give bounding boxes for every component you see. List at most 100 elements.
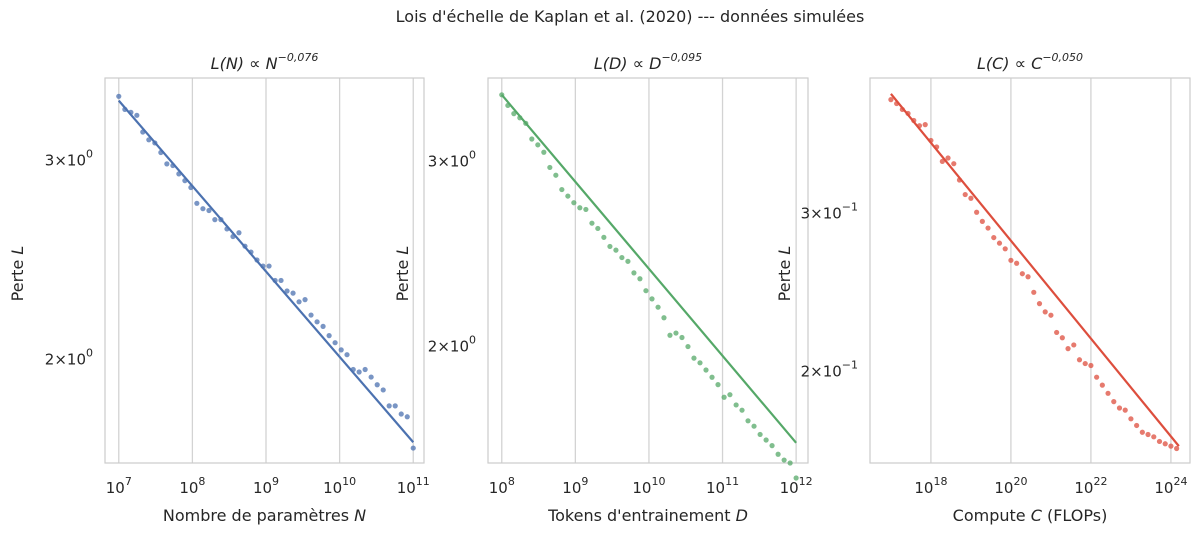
fit-line <box>117 99 415 443</box>
x-tick-label: 1024 <box>1154 475 1187 497</box>
data-point <box>583 206 589 213</box>
data-point <box>1025 274 1031 280</box>
data-point <box>577 205 583 211</box>
y-tick-label: 3×100 <box>45 148 93 170</box>
y-tick-label: 2×100 <box>428 334 476 356</box>
fit-line <box>890 93 1180 447</box>
data-point <box>1094 374 1100 380</box>
data-point <box>703 367 709 373</box>
data-point <box>1128 416 1134 422</box>
data-point <box>667 332 673 338</box>
chart-panel-3: 1018 1020 1022 1024 3×10−1 2×10−1 L(C) ∝ C−0,0… <box>775 51 1191 525</box>
data-point <box>763 437 769 443</box>
data-point <box>637 276 643 282</box>
data-point <box>649 296 655 302</box>
data-point <box>787 460 793 466</box>
data-point <box>116 93 122 99</box>
data-point <box>380 387 386 393</box>
y-axis-label: Perte L <box>8 246 27 302</box>
data-point <box>745 418 751 424</box>
data-point <box>1162 441 1168 447</box>
x-tick-label: 1020 <box>994 475 1027 497</box>
data-point <box>631 270 637 276</box>
data-point <box>595 225 601 232</box>
data-point <box>266 263 272 269</box>
y-tick-label: 3×100 <box>428 148 476 170</box>
data-point <box>529 136 535 142</box>
data-point <box>541 149 547 155</box>
data-point <box>1145 431 1151 438</box>
x-tick-label: 108 <box>489 475 515 497</box>
data-point <box>1076 357 1083 363</box>
data-point <box>404 414 410 420</box>
data-point <box>1122 407 1128 413</box>
data-point <box>374 382 380 388</box>
x-tick-label: 107 <box>106 475 132 497</box>
chart-panel-1: 107 108 109 1010 1011 3×100 2×100 L(N) ∝ N−0,07… <box>8 51 430 525</box>
x-tick-label: 1011 <box>706 475 739 497</box>
data-point <box>1036 301 1043 307</box>
data-point <box>625 258 631 264</box>
data-point <box>344 352 350 358</box>
data-point <box>559 186 565 193</box>
data-point <box>974 209 980 215</box>
data-point <box>1019 271 1025 277</box>
data-point <box>968 195 974 201</box>
data-point <box>1139 429 1145 435</box>
y-tick-label: 2×10−1 <box>801 358 858 380</box>
data-point <box>985 225 991 231</box>
data-point <box>733 402 739 408</box>
x-tick-label: 1022 <box>1074 475 1107 497</box>
data-point <box>326 333 332 339</box>
data-point <box>991 234 997 241</box>
data-point <box>751 423 757 429</box>
y-tick-label: 3×10−1 <box>801 201 858 223</box>
x-tick-label: 1010 <box>323 475 356 497</box>
x-tick-label: 1012 <box>780 475 813 497</box>
data-point <box>200 206 206 212</box>
x-tick-label: 1018 <box>914 475 947 497</box>
x-tick-label: 1010 <box>632 475 665 497</box>
data-point <box>757 431 763 438</box>
data-point <box>769 443 775 449</box>
data-point <box>1151 434 1157 440</box>
x-tick-label: 109 <box>253 475 279 497</box>
data-point <box>951 161 957 167</box>
data-point <box>945 155 951 161</box>
data-point <box>643 288 649 294</box>
data-point <box>922 122 928 128</box>
data-point <box>661 315 667 321</box>
data-point <box>1082 360 1088 367</box>
data-point <box>1014 260 1020 266</box>
data-point <box>1105 390 1111 396</box>
data-point <box>607 243 613 250</box>
data-point <box>134 112 140 118</box>
data-point <box>1054 329 1060 336</box>
data-point <box>535 142 541 148</box>
data-point <box>1111 399 1117 405</box>
data-point <box>565 193 571 199</box>
axes-frame <box>104 77 425 464</box>
data-point <box>691 355 697 361</box>
data-point <box>1156 438 1163 445</box>
data-point <box>1065 346 1071 352</box>
data-point <box>314 319 320 325</box>
data-point <box>1134 422 1140 429</box>
data-point <box>212 217 218 223</box>
data-point <box>739 407 745 413</box>
data-point <box>655 304 661 310</box>
data-point <box>332 340 338 346</box>
y-axis-label: Perte L <box>775 246 794 302</box>
data-point <box>962 191 968 198</box>
data-point <box>302 297 308 303</box>
data-point <box>979 218 985 224</box>
data-point <box>775 451 781 457</box>
data-point <box>1174 445 1180 452</box>
data-point <box>571 200 577 206</box>
data-point <box>1088 362 1094 369</box>
y-axis-label: Perte L <box>393 246 412 302</box>
data-point <box>1048 312 1054 318</box>
fit-line <box>500 94 797 444</box>
data-point <box>727 392 733 398</box>
